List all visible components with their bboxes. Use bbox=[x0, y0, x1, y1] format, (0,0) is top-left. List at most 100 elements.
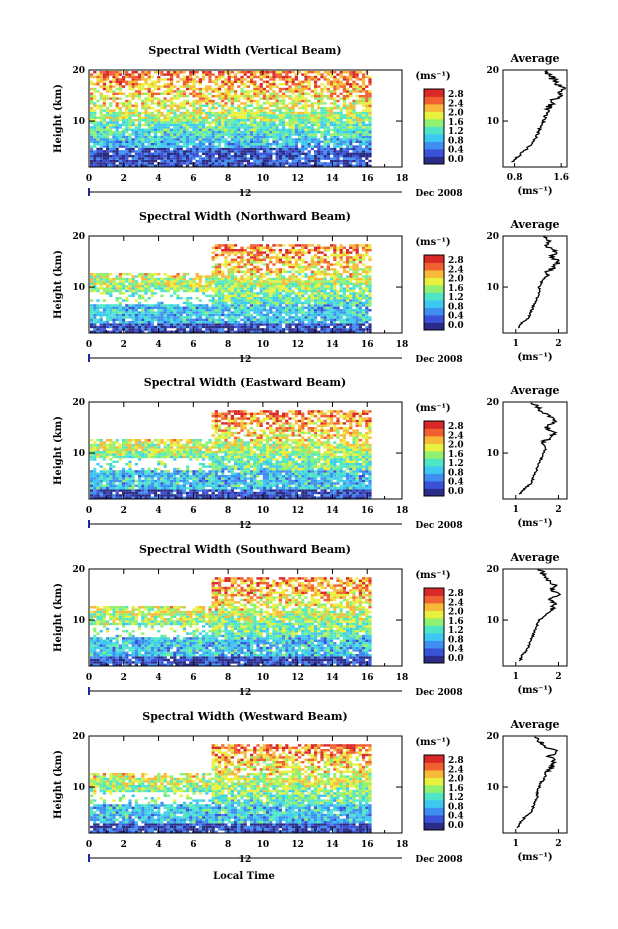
colorbar-unit: (ms⁻¹) bbox=[415, 71, 450, 82]
y-axis-label: Height (km) bbox=[53, 250, 64, 319]
colorbar-label: 0.8 bbox=[448, 802, 464, 812]
colorbar-label: 1.2 bbox=[448, 459, 464, 469]
avg-y-tick-label: 10 bbox=[486, 783, 499, 793]
colorbar-segment bbox=[424, 473, 444, 482]
x-tick-label: 0 bbox=[86, 340, 92, 350]
colorbar-label: 2.8 bbox=[448, 589, 464, 599]
heatmap bbox=[90, 577, 372, 666]
colorbar-segment bbox=[424, 255, 444, 263]
x-tick-label: 8 bbox=[225, 340, 231, 350]
date-tick-label: 12 bbox=[239, 189, 252, 199]
x-tick-label: 12 bbox=[291, 174, 304, 184]
avg-profile-line bbox=[518, 569, 562, 662]
colorbar-segment bbox=[424, 822, 444, 831]
x-tick-label: 12 bbox=[291, 506, 304, 516]
y-tick-label: 10 bbox=[72, 616, 85, 626]
panel-title: Spectral Width (Southward Beam) bbox=[139, 543, 351, 556]
colorbar-unit: (ms⁻¹) bbox=[415, 403, 450, 414]
colorbar-label: 0.0 bbox=[448, 821, 464, 831]
avg-x-label: (ms⁻¹) bbox=[517, 352, 552, 363]
colorbar-segment bbox=[424, 89, 444, 97]
colorbar-segment bbox=[424, 104, 444, 112]
colorbar-unit: (ms⁻¹) bbox=[415, 737, 450, 748]
panel-title: Spectral Width (Northward Beam) bbox=[139, 210, 351, 223]
colorbar-label: 0.4 bbox=[448, 645, 464, 655]
avg-x-label: (ms⁻¹) bbox=[517, 186, 552, 197]
x-tick-label: 18 bbox=[396, 506, 409, 516]
x-tick-label: 2 bbox=[121, 174, 127, 184]
avg-y-tick-label: 10 bbox=[486, 283, 499, 293]
colorbar-unit: (ms⁻¹) bbox=[415, 570, 450, 581]
y-tick-label: 20 bbox=[72, 565, 85, 575]
colorbar-label: 0.4 bbox=[448, 478, 464, 488]
x-tick-label: 10 bbox=[257, 673, 270, 683]
colorbar-segment bbox=[424, 262, 444, 271]
y-axis-label: Height (km) bbox=[53, 416, 64, 485]
date-label: Dec 2008 bbox=[415, 855, 462, 865]
x-tick-label: 14 bbox=[326, 673, 339, 683]
x-tick-label: 6 bbox=[190, 840, 196, 850]
x-tick-label: 6 bbox=[190, 506, 196, 516]
colorbar-segment bbox=[424, 156, 444, 165]
x-tick-label: 16 bbox=[361, 840, 374, 850]
x-tick-label: 8 bbox=[225, 673, 231, 683]
colorbar-label: 0.8 bbox=[448, 302, 464, 312]
panel-2: Spectral Width (Eastward Beam)0 2 4 6 8 10 12 1… bbox=[53, 376, 568, 531]
avg-frame bbox=[502, 401, 568, 500]
colorbar-label: 2.0 bbox=[448, 275, 464, 285]
x-tick-label: 14 bbox=[326, 506, 339, 516]
colorbar-segment bbox=[424, 588, 444, 596]
colorbar-segment bbox=[424, 292, 444, 301]
colorbar-label: 2.4 bbox=[448, 765, 464, 775]
x-tick-label: 2 bbox=[121, 673, 127, 683]
panel-4: Spectral Width (Westward Beam)0 2 4 6 8 10 12 1… bbox=[53, 710, 568, 865]
colorbar-segment bbox=[424, 792, 444, 801]
avg-frame bbox=[502, 735, 568, 834]
y-tick-label: 20 bbox=[72, 732, 85, 742]
x-tick-label: 0 bbox=[86, 174, 92, 184]
colorbar-segment bbox=[424, 428, 444, 437]
colorbar-segment bbox=[424, 762, 444, 771]
avg-title: Average bbox=[509, 551, 559, 564]
avg-frame bbox=[502, 568, 568, 667]
avg-y-tick-label: 20 bbox=[486, 565, 499, 575]
avg-frame bbox=[502, 235, 568, 334]
heatmap bbox=[90, 244, 372, 333]
date-label: Dec 2008 bbox=[415, 521, 462, 531]
avg-profile-line bbox=[511, 70, 566, 163]
avg-x-tick-label: 1.6 bbox=[553, 173, 569, 183]
colorbar-label: 1.6 bbox=[448, 450, 464, 460]
y-axis-label: Height (km) bbox=[53, 583, 64, 652]
colorbar-label: 0.0 bbox=[448, 155, 464, 165]
avg-profile-line bbox=[517, 236, 560, 329]
colorbar-label: 2.8 bbox=[448, 756, 464, 766]
colorbar-label: 1.2 bbox=[448, 793, 464, 803]
colorbar-segment bbox=[424, 285, 444, 293]
date-tick-label: 12 bbox=[239, 688, 252, 698]
colorbar-segment bbox=[424, 481, 444, 489]
x-tick-label: 18 bbox=[396, 174, 409, 184]
colorbar-label: 2.8 bbox=[448, 90, 464, 100]
x-tick-label: 14 bbox=[326, 174, 339, 184]
colorbar-segment bbox=[424, 815, 444, 823]
x-tick-label: 12 bbox=[291, 840, 304, 850]
y-axis-label: Height (km) bbox=[53, 750, 64, 819]
panel-title: Spectral Width (Vertical Beam) bbox=[148, 44, 341, 57]
colorbar-label: 2.0 bbox=[448, 775, 464, 785]
x-tick-label: 0 bbox=[86, 673, 92, 683]
avg-title: Average bbox=[509, 218, 559, 231]
x-tick-label: 8 bbox=[225, 506, 231, 516]
avg-x-label: (ms⁻¹) bbox=[517, 852, 552, 863]
x-tick-label: 14 bbox=[326, 840, 339, 850]
colorbar-segment bbox=[424, 96, 444, 105]
colorbar-label: 2.8 bbox=[448, 422, 464, 432]
x-tick-label: 16 bbox=[361, 506, 374, 516]
avg-x-tick-label: 2 bbox=[555, 505, 561, 515]
avg-y-tick-label: 20 bbox=[486, 732, 499, 742]
avg-title: Average bbox=[509, 718, 559, 731]
colorbar-label: 1.2 bbox=[448, 293, 464, 303]
colorbar-label: 0.8 bbox=[448, 468, 464, 478]
avg-x-label: (ms⁻¹) bbox=[517, 685, 552, 696]
x-tick-label: 2 bbox=[121, 340, 127, 350]
